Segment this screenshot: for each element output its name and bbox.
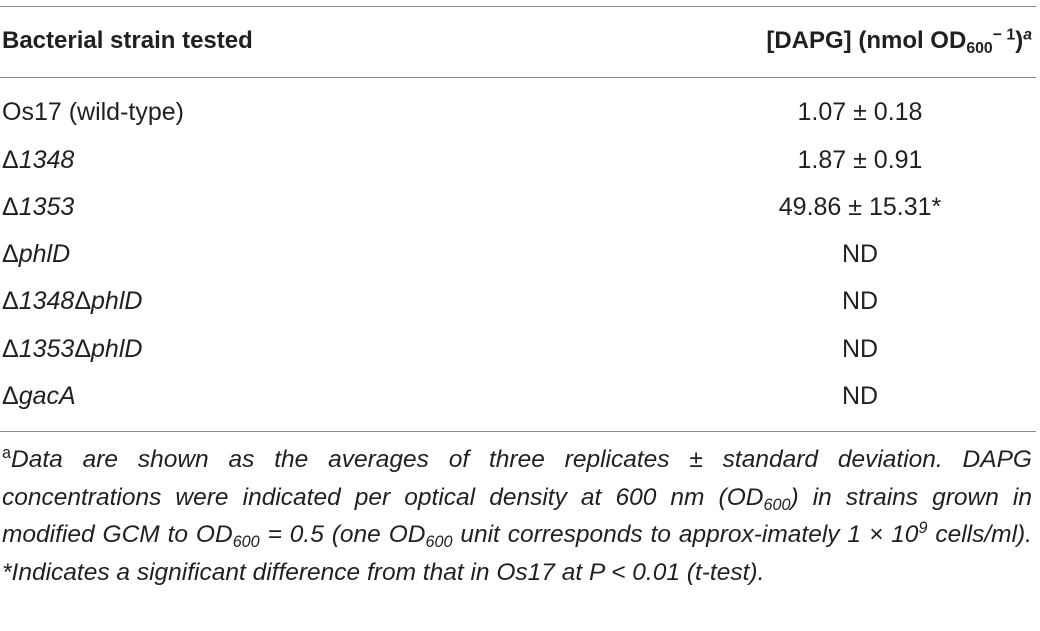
footnote-text: Data are shown as the averages of three … <box>2 446 1032 511</box>
table-row: Δ1353ΔphlD ND <box>0 327 1036 371</box>
header-row: Bacterial strain tested [DAPG] (nmol OD6… <box>0 19 1036 63</box>
delta: Δ <box>2 193 19 221</box>
delta: Δ <box>74 335 92 363</box>
subscript: 600 <box>763 495 791 514</box>
delta: Δ <box>2 240 19 268</box>
table-row: Os17 (wild-type) 1.07 ± 0.18 <box>0 90 1036 134</box>
subscript: 600 <box>425 532 453 551</box>
strain-cell: Δ1348ΔphlD <box>2 279 142 323</box>
strain-cell: Δ1353 <box>2 185 74 229</box>
delta: Δ <box>74 287 92 315</box>
delta: Δ <box>2 146 19 174</box>
gene: phlD <box>18 240 71 268</box>
strain-cell: Os17 (wild-type) <box>2 90 184 134</box>
footnote-text: cells/ml). *Indicates a significant diff… <box>2 521 1032 586</box>
strain: Os17 (wild-type) <box>2 98 184 126</box>
value-cell: 49.86 ± 15.31* <box>778 193 942 221</box>
footnote-text: unit corresponds to approx-imately 1 × 1… <box>452 521 919 548</box>
subscript: 600 <box>232 532 260 551</box>
table-row: ΔphlD ND <box>0 232 1036 276</box>
footnote-marker: a <box>1023 26 1032 43</box>
subscript: 600 <box>966 39 993 57</box>
superscript: 9 <box>918 519 928 538</box>
strain-cell: Δ1353ΔphlD <box>2 327 142 371</box>
marker: a <box>1023 26 1032 44</box>
delta: Δ <box>2 335 19 363</box>
value-cell: ND <box>841 335 879 363</box>
value-cell: 1.07 ± 0.18 <box>797 98 923 126</box>
table-row: ΔgacA ND <box>0 374 1036 418</box>
footnote: aData are shown as the averages of three… <box>2 441 1032 591</box>
gene: phlD <box>91 287 143 315</box>
value-cell: ND <box>841 240 879 268</box>
value-cell: ND <box>841 382 879 410</box>
header-rule <box>0 77 1036 78</box>
gene: 1348 <box>18 146 75 174</box>
header-text: [DAPG] (nmol OD <box>766 27 967 54</box>
strain-cell: ΔphlD <box>2 232 70 276</box>
superscript: − 1 <box>992 26 1016 44</box>
header-cell: [DAPG] (nmol OD600− 1)a <box>560 19 1032 63</box>
header-cell: Bacterial strain tested <box>2 27 253 54</box>
footnote-marker: a <box>2 444 11 463</box>
strain-cell: Δ1348 <box>2 138 74 182</box>
gene: 1348 <box>18 287 75 315</box>
gene: 1353 <box>18 335 75 363</box>
value-cell: 1.87 ± 0.91 <box>797 146 923 174</box>
delta: Δ <box>2 382 19 410</box>
header-text: ) <box>1015 27 1024 54</box>
strain-cell: ΔgacA <box>2 374 76 418</box>
footnote-text: ) in strains grown in modified GCM to OD <box>2 483 1032 549</box>
table-row: Δ1353 49.86 ± 15.31* <box>0 185 1036 229</box>
gene: phlD <box>91 335 143 363</box>
delta: Δ <box>2 287 19 315</box>
gene: 1353 <box>18 193 75 221</box>
value-cell: ND <box>841 287 879 315</box>
table-row: Δ1348 1.87 ± 0.91 <box>0 138 1036 182</box>
bottom-rule <box>0 431 1036 432</box>
top-rule <box>0 6 1036 7</box>
gene: gacA <box>18 382 76 410</box>
footnote-text: = 0.5 (one OD <box>259 521 426 548</box>
table-row: Δ1348ΔphlD ND <box>0 279 1036 323</box>
